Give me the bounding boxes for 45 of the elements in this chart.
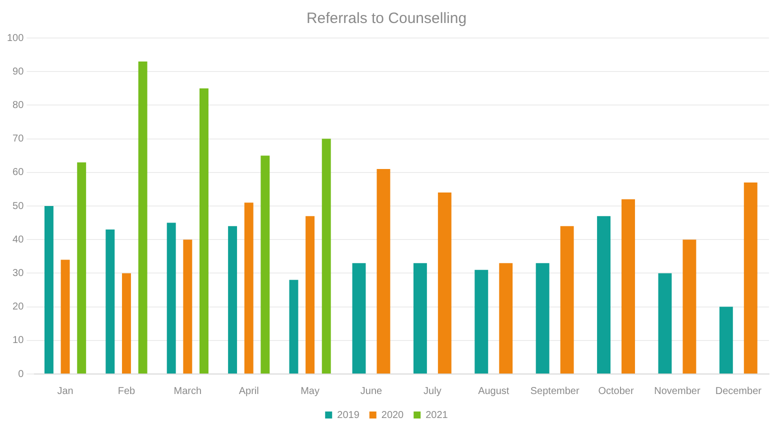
legend-label: 2020: [381, 410, 404, 421]
y-tick-label: 100: [6, 32, 24, 44]
x-tick-label: Feb: [118, 386, 136, 397]
y-tick-label: 40: [12, 234, 24, 246]
x-tick-label: December: [715, 386, 762, 397]
y-tick-label: 10: [12, 335, 24, 346]
bar: [413, 263, 427, 374]
chart-title: Referrals to Counselling: [306, 10, 467, 28]
bar: [597, 216, 611, 374]
y-tick-label: 20: [12, 302, 24, 313]
bar: [77, 162, 86, 374]
x-tick-label: May: [300, 386, 320, 397]
bar: [138, 62, 148, 374]
bar: [658, 273, 672, 374]
x-tick-label: June: [360, 386, 383, 397]
bar: [499, 263, 513, 374]
y-tick-label: 50: [12, 200, 24, 212]
x-tick-label: November: [654, 386, 701, 397]
x-tick-label: April: [238, 386, 259, 397]
bar: [474, 270, 488, 374]
legend-label: 2019: [337, 410, 360, 421]
legend-label: 2021: [426, 410, 448, 421]
bar: [260, 156, 270, 374]
bar: [682, 240, 696, 374]
x-tick-label: August: [478, 386, 510, 397]
bar: [719, 306, 733, 374]
bar: [744, 182, 758, 374]
bar: [200, 88, 208, 374]
y-tick-label: 0: [18, 368, 24, 380]
bar: [376, 169, 390, 374]
bar: [560, 226, 574, 374]
y-tick-label: 70: [12, 134, 24, 145]
bar: [438, 192, 452, 374]
y-tick-label: 60: [12, 167, 24, 178]
x-tick-label: Jan: [57, 386, 74, 397]
bar: [536, 263, 550, 374]
x-tick-label: March: [174, 386, 202, 397]
y-tick-label: 80: [12, 100, 24, 111]
x-tick-label: September: [530, 386, 580, 397]
bar: [322, 138, 331, 374]
x-tick-label: October: [598, 386, 634, 397]
bar: [622, 199, 635, 374]
y-tick-label: 90: [12, 66, 24, 78]
x-tick-label: July: [424, 386, 442, 397]
y-tick-label: 30: [12, 268, 24, 279]
